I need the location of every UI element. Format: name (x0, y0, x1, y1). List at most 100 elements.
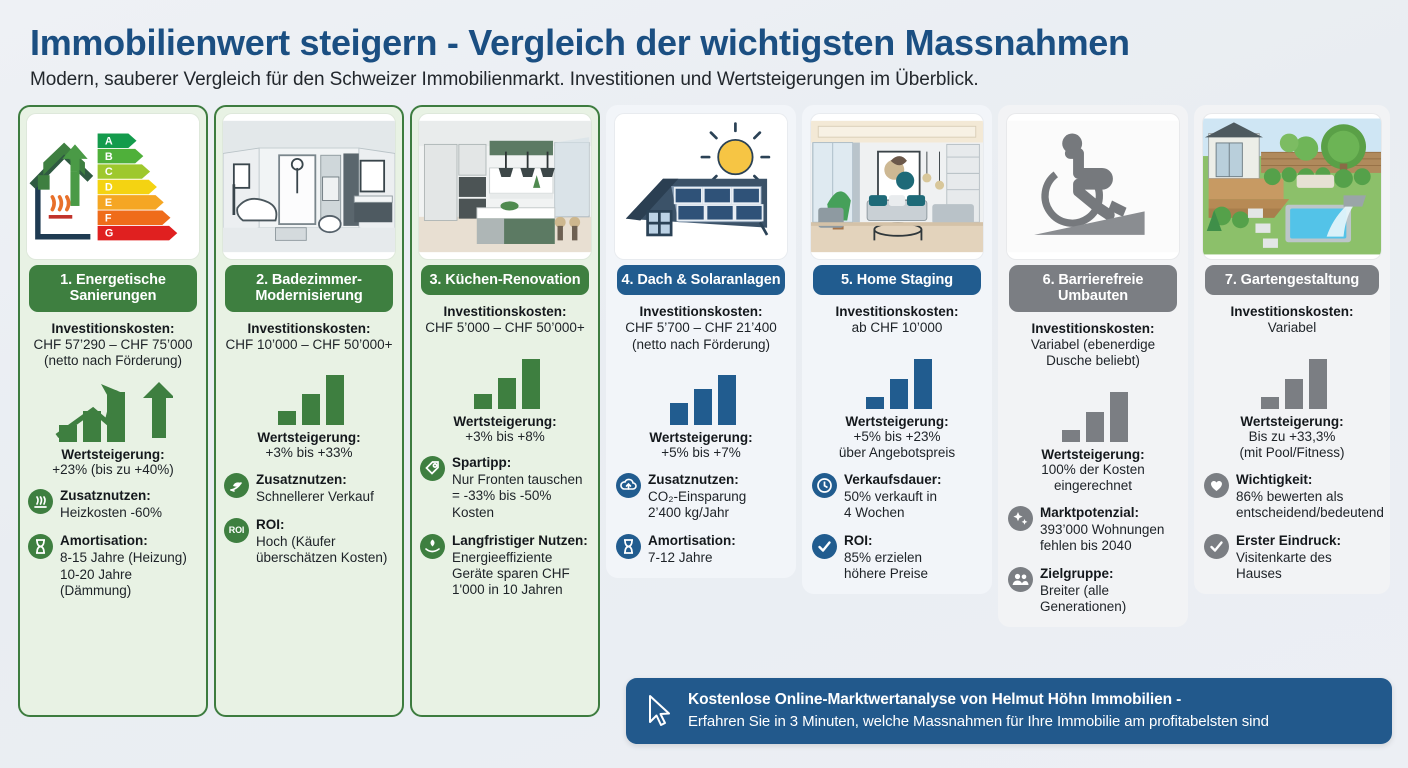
svg-text:B: B (105, 151, 113, 163)
fact-value: Energieeffiziente Geräte sparen CHF 1'000 … (452, 549, 570, 598)
measure-card-3: 3. Küchen-Renovation Investitionskosten:… (410, 104, 600, 717)
card-title: 6. Barrierefreie Umbauten (1009, 264, 1177, 312)
fact-list: Zusatznutzen: Schnellerer Verkauf ROI RO… (223, 471, 395, 567)
value-growth-bar-chart (811, 347, 983, 409)
growth-label: Wertsteigerung: (649, 430, 753, 446)
card-title: 3. Küchen-Renovation (421, 264, 589, 296)
value-growth: Wertsteigerung: +3% bis +33% (223, 430, 395, 461)
fact-value: Breiter (alle Generationen) (1040, 583, 1127, 615)
wheelchair-ramp-icon (1007, 113, 1179, 259)
card-title: 1. Energetische Sanierungen (29, 264, 197, 312)
svg-text:C: C (105, 166, 113, 178)
fact-value: 50% verkauft in 4 Wochen (844, 488, 938, 520)
solar-roof-house-icon (615, 113, 787, 259)
hourglass-icon (28, 534, 53, 560)
fact-item: Zusatznutzen: CO₂-Einsparung 2’400 kg/Jah… (616, 471, 786, 521)
costs-value: Variabel (ebenerdige Dusche beliebt) (1030, 336, 1156, 369)
fact-label: Zusatznutzen: (256, 471, 347, 487)
value-growth-bar-chart (27, 380, 199, 442)
investment-costs: Investitionskosten: ab CHF 10’000 (811, 304, 983, 336)
svg-text:A: A (105, 135, 113, 147)
costs-value: CHF 10’000 – CHF 50’000+ (225, 336, 393, 352)
costs-label: Investitionskosten: (1230, 304, 1354, 320)
card-title: 4. Dach & Solaranlagen (617, 264, 785, 296)
fact-item: Verkaufsdauer: 50% verkauft in 4 Wochen (812, 471, 982, 521)
sparkle-icon (1008, 505, 1033, 531)
fact-value: Hoch (Käufer überschätzen Kosten) (256, 533, 388, 566)
costs-label: Investitionskosten: (639, 304, 763, 320)
cta-banner[interactable]: Kostenlose Online-Marktwertanalyse von H… (626, 678, 1392, 744)
fact-item: Spartipp: Nur Fronten tauschen = -33% bis… (420, 454, 590, 521)
fact-value: Schnellerer Verkauf (256, 488, 374, 504)
investment-costs: Investitionskosten: Variabel (ebenerdige… (1007, 321, 1179, 370)
investment-costs: Investitionskosten: Variabel (1203, 304, 1381, 336)
svg-text:G: G (105, 228, 113, 240)
value-growth: Wertsteigerung: +5% bis +7% (615, 430, 787, 461)
measure-card-2: 2. Badezimmer-Modernisierung Investition… (214, 104, 404, 717)
fact-item: Langfristiger Nutzen: Energieeffiziente G… (420, 532, 590, 599)
page-subtitle: Modern, sauberer Vergleich für den Schwe… (30, 68, 979, 90)
modern-bathroom-icon (223, 113, 395, 259)
fact-item: Amortisation: 7-12 Jahre (616, 532, 786, 566)
fact-value: 7-12 Jahre (648, 550, 713, 566)
cta-line-1: Kostenlose Online-Marktwertanalyse von H… (688, 691, 1182, 709)
fact-label: Zusatznutzen: (60, 488, 151, 504)
fact-label: Amortisation: (648, 533, 736, 549)
people-icon (1008, 567, 1033, 593)
growth-value: 100% der Kosten eingerechnet (1041, 461, 1145, 494)
fact-label: Marktpotenzial: (1040, 504, 1140, 520)
card-title: 2. Badezimmer-Modernisierung (225, 264, 393, 312)
value-growth: Wertsteigerung: Bis zu +33,3% (mit Pool/F… (1203, 414, 1381, 462)
fact-value: CO₂-Einsparung 2’400 kg/Jahr (648, 488, 747, 520)
costs-label: Investitionskosten: (247, 320, 371, 336)
fact-label: Verkaufsdauer: (844, 471, 942, 487)
value-growth: Wertsteigerung: +3% bis +8% (419, 414, 591, 445)
cta-line-2: Erfahren Sie in 3 Minuten, welche Massna… (688, 712, 1269, 730)
header: Immobilienwert steigern - Vergleich der … (16, 20, 1392, 91)
fact-value: 86% bewerten als entscheidend/bedeutend (1236, 488, 1384, 520)
investment-costs: Investitionskosten: CHF 5’000 – CHF 50’0… (419, 304, 591, 336)
fact-value: Visitenkarte des Hauses (1236, 550, 1332, 582)
growth-value: +5% bis +23% über Angebotspreis (838, 428, 956, 461)
fact-value: Heizkosten -60% (60, 505, 163, 521)
fact-list: Zusatznutzen: CO₂-Einsparung 2’400 kg/Jah… (615, 471, 787, 567)
fact-item: Wichtigkeit: 86% bewerten als entscheiden… (1204, 471, 1384, 521)
fact-value: 8-15 Jahre (Heizung) 10-20 Jahre (Dämmung… (60, 550, 187, 598)
growth-label: Wertsteigerung: (453, 413, 557, 429)
svg-text:F: F (105, 212, 112, 224)
fact-label: Erster Eindruck: (1236, 533, 1342, 549)
heart-icon (1204, 472, 1229, 498)
page-title: Immobilienwert steigern - Vergleich der … (30, 22, 1130, 63)
investment-costs: Investitionskosten: CHF 5’700 – CHF 21’4… (615, 304, 787, 353)
card-title: 7. Gartengestaltung (1205, 264, 1379, 296)
fact-item: Zielgruppe: Breiter (alle Generationen) (1008, 565, 1178, 615)
value-growth-bar-chart (615, 363, 787, 426)
growth-label: Wertsteigerung: (1041, 446, 1145, 462)
garden-pool-icon (1203, 113, 1381, 259)
fact-value: 85% erzielen höhere Preise (844, 550, 929, 582)
growth-value: +3% bis +33% (265, 445, 353, 461)
growth-label: Wertsteigerung: (845, 413, 949, 429)
fact-list: Zusatznutzen: Heizkosten -60% Amortisati… (27, 487, 199, 599)
fact-item: Amortisation: 8-15 Jahre (Heizung) 10-20 … (28, 532, 198, 599)
value-growth-bar-chart (1007, 380, 1179, 442)
measure-card-6: 6. Barrierefreie Umbauten Investitionsko… (998, 104, 1188, 628)
fact-label: Amortisation: (60, 533, 148, 549)
fact-list: Spartipp: Nur Fronten tauschen = -33% bis… (419, 454, 591, 598)
costs-label: Investitionskosten: (443, 304, 567, 320)
fact-label: Wichtigkeit: (1236, 471, 1313, 487)
clock-icon (812, 472, 837, 498)
value-growth-bar-chart (223, 363, 395, 426)
fact-label: ROI: (844, 533, 873, 549)
fact-item: ROI ROI: Hoch (Käufer überschätzen Kosten… (224, 516, 394, 566)
fact-value: 393’000 Wohnungen fehlen bis 2040 (1040, 521, 1165, 553)
modern-kitchen-icon (419, 113, 591, 259)
check-circle-icon (812, 534, 837, 560)
costs-value: CHF 5’700 – CHF 21’400 (netto nach Förder… (625, 320, 777, 352)
hourglass-icon (616, 534, 641, 560)
value-growth: Wertsteigerung: 100% der Kosten eingerech… (1007, 447, 1179, 495)
fact-label: Zusatznutzen: (648, 471, 739, 487)
